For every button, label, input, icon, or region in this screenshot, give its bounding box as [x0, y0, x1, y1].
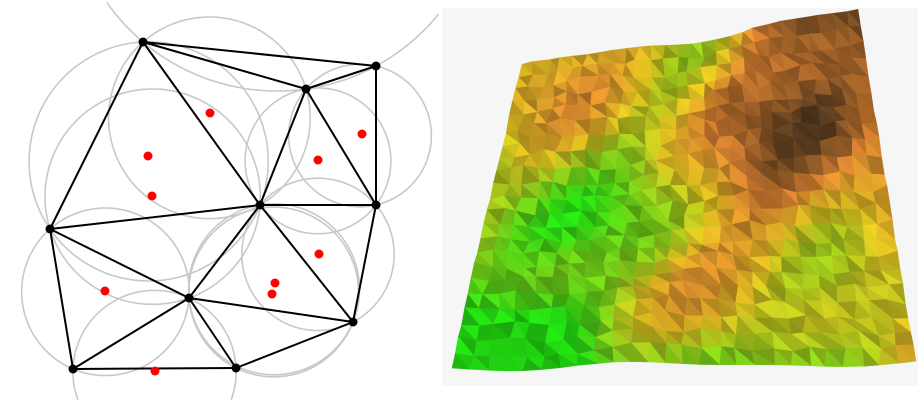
- circumcircle: [72, 289, 237, 400]
- triangle-edge: [142, 41, 307, 90]
- circumcenter-point: [147, 191, 157, 201]
- triangle-edge: [188, 204, 261, 299]
- terrain-facet: [576, 353, 599, 366]
- triangle-edge: [305, 88, 377, 206]
- terrain-facet: [664, 342, 684, 364]
- terrain-facet: [842, 347, 865, 367]
- circumcircle: [230, 371, 237, 400]
- terrain-facet: [878, 348, 900, 366]
- terrain-facet: [469, 355, 490, 371]
- triangle-edge: [72, 297, 190, 370]
- terrain-facet: [488, 355, 509, 372]
- terrain-facet: [751, 350, 776, 366]
- terrain-facet: [719, 346, 738, 365]
- circumcircle: [106, 1, 440, 92]
- circumcenter-point: [313, 155, 323, 165]
- vertex-point: [231, 363, 241, 373]
- terrain-facet: [507, 356, 524, 372]
- vertex-point: [138, 37, 148, 47]
- terrain-facet: [541, 356, 562, 370]
- terrain-facet: [681, 344, 700, 365]
- triangle-edge: [49, 204, 261, 230]
- vertex-point: [255, 200, 265, 210]
- triangle-edge: [49, 228, 190, 299]
- terrain-facet: [648, 342, 666, 364]
- terrain-facet: [734, 347, 756, 365]
- terrain-facet: [522, 357, 543, 372]
- circumcenter-point: [150, 366, 160, 376]
- terrain-facet: [451, 353, 471, 370]
- terrain-facet: [791, 351, 812, 367]
- triangle-edges: [49, 41, 377, 370]
- circumcircle: [244, 87, 392, 235]
- circumcenter-point: [205, 108, 215, 118]
- triangle-edge: [352, 204, 377, 323]
- vertex-point: [371, 61, 381, 71]
- triangle-edge: [235, 321, 354, 369]
- vertices: [45, 37, 381, 374]
- triangle-edge: [142, 41, 261, 206]
- circumcircle: [44, 88, 262, 306]
- terrain-facet: [612, 346, 631, 363]
- terrain-facet: [558, 353, 578, 368]
- circumcircle: [28, 41, 270, 282]
- vertex-point: [68, 364, 78, 374]
- triangle-edge: [49, 228, 74, 370]
- circumcenters: [100, 108, 367, 376]
- circumcenter-point: [100, 286, 110, 296]
- circumcircle: [287, 63, 433, 208]
- terrain-facet: [895, 344, 917, 364]
- circumcenter-point: [314, 249, 324, 259]
- terrain-facet: [698, 348, 721, 366]
- vertex-point: [184, 293, 194, 303]
- terrain-facet: [774, 348, 792, 366]
- vertex-point: [348, 317, 358, 327]
- triangle-edge: [259, 88, 307, 206]
- circumcircle: [20, 207, 190, 377]
- triangle-edge: [188, 297, 237, 369]
- terrain-mesh: [451, 8, 917, 372]
- vertex-point: [371, 200, 381, 210]
- circumcircle: [188, 206, 360, 378]
- triangle-edge: [259, 204, 354, 323]
- circumcenter-point: [357, 129, 367, 139]
- triangle-edge: [49, 41, 144, 230]
- circumcenter-point: [267, 289, 277, 299]
- terrain-facet: [824, 348, 844, 367]
- circumcenter-point: [270, 278, 280, 288]
- terrain-facet: [809, 346, 825, 367]
- vertex-point: [45, 224, 55, 234]
- terrain-facet: [862, 347, 880, 367]
- terrain-facet: [593, 350, 615, 364]
- circumcircle: [187, 202, 361, 376]
- terrain-mesh-render: [442, 8, 918, 386]
- triangle-edge: [305, 65, 377, 90]
- circumcenter-point: [143, 151, 153, 161]
- triangle-edge: [188, 297, 354, 323]
- vertex-point: [301, 84, 311, 94]
- terrain-facet: [629, 342, 649, 363]
- delaunay-triangulation-diagram: [20, 1, 440, 400]
- triangle-edge: [142, 41, 377, 67]
